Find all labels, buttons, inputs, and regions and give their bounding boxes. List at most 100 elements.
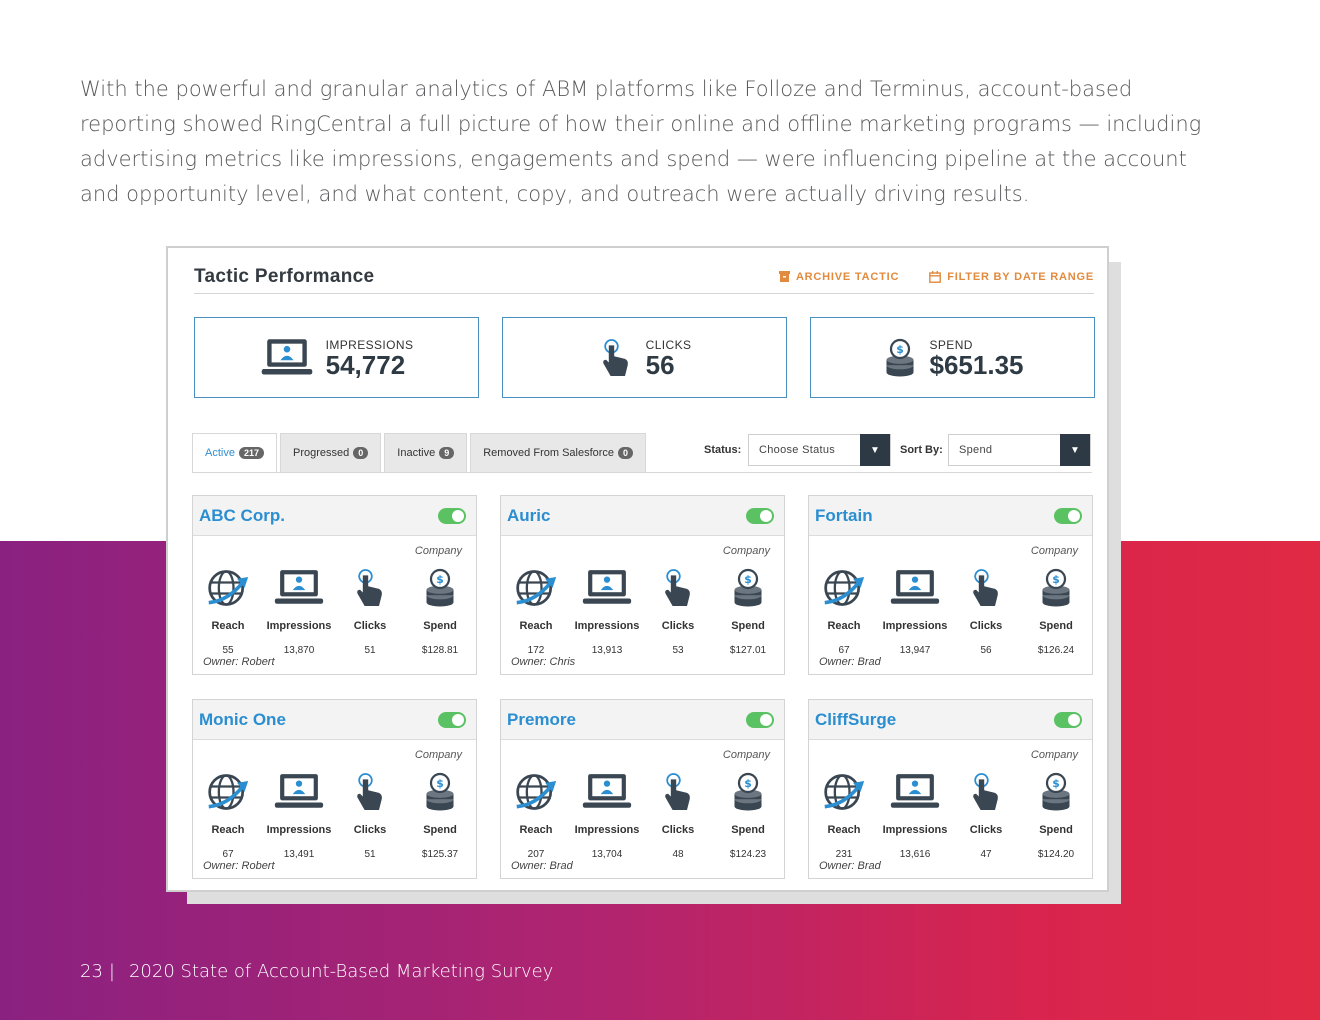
status-select-value: Choose Status xyxy=(759,444,836,456)
account-active-toggle[interactable] xyxy=(1054,711,1082,728)
account-card-header: CliffSurge xyxy=(809,700,1092,740)
clicks-stat-label: CLICKS xyxy=(645,337,692,352)
coin-stack-icon xyxy=(730,567,766,609)
clicks-value: 53 xyxy=(672,645,684,656)
company-label: Company xyxy=(1030,749,1078,761)
account-name[interactable]: Monic One xyxy=(199,709,286,729)
spend-label: Spend xyxy=(1039,620,1073,632)
tab-active[interactable]: Active 217 xyxy=(192,433,277,473)
coin-stack-icon xyxy=(730,771,766,813)
spend-value: $128.81 xyxy=(421,645,459,656)
spend-metric: Spend $128.81 xyxy=(405,566,475,656)
impressions-label: Impressions xyxy=(574,824,640,836)
account-active-toggle[interactable] xyxy=(438,507,466,524)
impressions-metric: Impressions 13,947 xyxy=(880,566,950,656)
spend-label: Spend xyxy=(1039,824,1073,836)
account-name[interactable]: Premore xyxy=(507,709,576,729)
sort-by-label: Sort By: xyxy=(900,444,943,456)
clicks-stat-value: 56 xyxy=(645,349,675,380)
spend-metric: Spend $125.37 xyxy=(405,770,475,860)
tab-label: Inactive xyxy=(397,447,436,459)
tab-progressed[interactable]: Progressed 0 xyxy=(280,433,382,473)
globe-arrow-icon xyxy=(822,771,866,813)
footer-separator: | xyxy=(108,960,115,982)
spend-stat-value: $651.35 xyxy=(929,349,1024,380)
panel-header: Tactic Performance ARCHIVE TACTIC FILTER… xyxy=(194,260,1094,294)
account-active-toggle[interactable] xyxy=(746,507,774,524)
account-card-header: ABC Corp. xyxy=(193,496,476,536)
tab-removed-from-salesforce[interactable]: Removed From Salesforce 0 xyxy=(470,433,647,473)
globe-arrow-icon xyxy=(822,567,866,609)
spend-value: $126.24 xyxy=(1037,645,1075,656)
account-card: Auric Company Reach 172 Impressions 13,9… xyxy=(500,495,785,675)
clicks-label: Clicks xyxy=(969,620,1003,632)
impressions-stat-label: IMPRESSIONS xyxy=(325,337,414,352)
spend-label: Spend xyxy=(423,620,457,632)
coin-stack-icon xyxy=(882,336,918,380)
account-card: ABC Corp. Company Reach 55 Impressions 1… xyxy=(192,495,477,675)
impressions-label: Impressions xyxy=(574,620,640,632)
sort-by-select[interactable]: Spend ▼ xyxy=(948,434,1091,466)
account-active-toggle[interactable] xyxy=(1054,507,1082,524)
page-footer: 23 | 2020 State of Account-Based Marketi… xyxy=(80,958,553,984)
pointer-hand-icon xyxy=(352,771,388,813)
impressions-label: Impressions xyxy=(882,620,948,632)
reach-metric: Reach 67 xyxy=(193,770,263,860)
tab-label: Active xyxy=(205,447,235,459)
pointer-hand-icon xyxy=(660,771,696,813)
account-active-toggle[interactable] xyxy=(746,711,774,728)
pointer-hand-icon xyxy=(598,336,634,380)
reach-label: Reach xyxy=(211,824,245,836)
account-name[interactable]: Fortain xyxy=(815,505,873,525)
spend-stat-label: SPEND xyxy=(929,337,973,352)
clicks-value: 51 xyxy=(364,645,376,656)
clicks-metric: Clicks 53 xyxy=(643,566,713,656)
account-card-header: Fortain xyxy=(809,496,1092,536)
account-card: Premore Company Reach 207 Impressions 13… xyxy=(500,699,785,879)
reach-label: Reach xyxy=(827,620,861,632)
footer-title: 2020 State of Account-Based Marketing Su… xyxy=(128,960,554,982)
impressions-value: 13,947 xyxy=(899,645,931,656)
account-active-toggle[interactable] xyxy=(438,711,466,728)
tab-inactive[interactable]: Inactive 9 xyxy=(384,433,468,473)
status-select[interactable]: Choose Status ▼ xyxy=(748,434,891,466)
account-name[interactable]: Auric xyxy=(507,505,551,525)
tab-label: Removed From Salesforce xyxy=(483,447,615,459)
calendar-icon xyxy=(929,270,942,283)
impressions-label: Impressions xyxy=(266,824,332,836)
company-label: Company xyxy=(722,749,770,761)
laptop-user-icon xyxy=(581,567,633,609)
reach-metric: Reach 172 xyxy=(501,566,571,656)
status-tabs: Active 217 Progressed 0 Inactive 9 Remov… xyxy=(192,433,647,473)
laptop-user-icon xyxy=(581,771,633,813)
impressions-label: Impressions xyxy=(266,620,332,632)
impressions-metric: Impressions 13,704 xyxy=(572,770,642,860)
clicks-label: Clicks xyxy=(353,824,387,836)
account-name[interactable]: CliffSurge xyxy=(815,709,897,729)
spend-label: Spend xyxy=(731,620,765,632)
spend-metric: Spend $126.24 xyxy=(1021,566,1091,656)
tab-count-badge: 9 xyxy=(439,447,455,459)
laptop-user-icon xyxy=(889,771,941,813)
chevron-down-icon[interactable]: ▼ xyxy=(1060,434,1090,466)
impressions-value: 13,870 xyxy=(283,645,315,656)
status-filter-label: Status: xyxy=(704,444,742,456)
laptop-user-icon xyxy=(273,567,325,609)
chevron-down-icon[interactable]: ▼ xyxy=(860,434,890,466)
spend-value: $124.23 xyxy=(729,849,767,860)
filter-date-range-button[interactable]: FILTER BY DATE RANGE xyxy=(929,270,1094,283)
reach-label: Reach xyxy=(827,824,861,836)
laptop-user-icon xyxy=(889,567,941,609)
account-name[interactable]: ABC Corp. xyxy=(199,505,285,525)
clicks-metric: Clicks 56 xyxy=(951,566,1021,656)
spend-value: $124.20 xyxy=(1037,849,1075,860)
reach-metric: Reach 231 xyxy=(809,770,879,860)
reach-label: Reach xyxy=(519,824,553,836)
impressions-metric: Impressions 13,616 xyxy=(880,770,950,860)
account-owner: Owner: Brad xyxy=(511,860,573,872)
account-card-header: Auric xyxy=(501,496,784,536)
archive-tactic-button[interactable]: ARCHIVE TACTIC xyxy=(778,271,899,283)
tab-label: Progressed xyxy=(293,447,350,459)
impressions-stat: IMPRESSIONS 54,772 xyxy=(194,317,479,398)
panel-title: Tactic Performance xyxy=(194,265,375,287)
